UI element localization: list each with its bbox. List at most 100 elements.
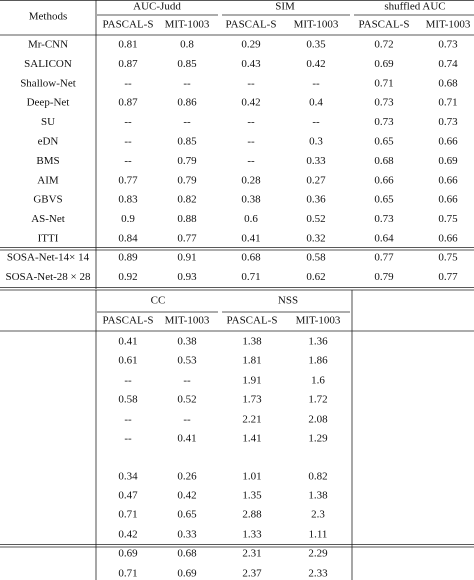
cell: 0.52	[177, 394, 196, 406]
sub-header: PASCAL-S	[226, 19, 277, 31]
cell: 1.33	[242, 529, 262, 541]
group-header: shuffled AUC	[384, 1, 445, 13]
cell: 0.84	[118, 233, 138, 245]
cell: 1.73	[242, 394, 262, 406]
cell: --	[124, 375, 132, 387]
cell: 0.27	[306, 174, 326, 186]
sub-header: PASCAL-S	[227, 315, 278, 327]
cell: 1.01	[242, 471, 261, 483]
sub-header: PASCAL-S	[103, 315, 154, 327]
method-name: eDN	[38, 136, 59, 148]
sub-header: PASCAL-S	[359, 19, 410, 31]
cell: 0.68	[241, 252, 261, 264]
cell: --	[124, 77, 132, 89]
cell: 0.34	[118, 471, 138, 483]
cell: 0.66	[374, 174, 394, 186]
cell: 0.58	[306, 252, 326, 264]
method-name: SU	[41, 116, 55, 128]
cell: 0.77	[118, 174, 138, 186]
cell: 0.75	[438, 213, 458, 225]
cell: 0.79	[374, 271, 394, 283]
cell: 0.85	[177, 58, 197, 70]
group-header: SIM	[275, 1, 295, 13]
cell: 0.79	[177, 155, 197, 167]
cell: 1.41	[242, 433, 261, 445]
cell: 0.74	[438, 58, 458, 70]
cell: 2.88	[242, 509, 262, 521]
cell: 0.53	[177, 355, 197, 367]
cell: 0.69	[374, 58, 394, 70]
cell: 2.3	[311, 509, 325, 521]
cell: 0.89	[118, 252, 138, 264]
cell: 0.28	[241, 174, 261, 186]
cell: 0.73	[374, 97, 394, 109]
cell: 0.33	[177, 529, 197, 541]
cell: 0.9	[121, 213, 135, 225]
cell: 2.31	[242, 548, 261, 560]
cell: 0.71	[438, 97, 457, 109]
cell: 0.3	[309, 136, 323, 148]
group-header: CC	[151, 295, 166, 307]
cell: 0.71	[118, 568, 137, 580]
cell: 0.65	[374, 136, 394, 148]
cell: 1.29	[308, 433, 328, 445]
cell: 1.86	[308, 355, 328, 367]
cell: 0.73	[438, 39, 458, 51]
sub-header: MIT-1003	[426, 19, 471, 31]
method-name: SALICON	[24, 58, 72, 70]
cell: 0.42	[241, 97, 260, 109]
cell: --	[247, 155, 255, 167]
method-name: AIM	[37, 174, 59, 186]
cell: --	[183, 116, 191, 128]
cell: --	[124, 155, 132, 167]
cell: --	[247, 116, 255, 128]
cell: 0.85	[177, 136, 197, 148]
cell: 0.66	[438, 174, 458, 186]
cell: 0.66	[438, 194, 458, 206]
sub-header: MIT-1003	[294, 19, 339, 31]
cell: 0.75	[438, 252, 458, 264]
cell: 0.41	[241, 233, 260, 245]
cell: 0.69	[118, 548, 138, 560]
cell: --	[124, 414, 132, 426]
cell: 0.73	[374, 213, 394, 225]
cell: 0.64	[374, 233, 394, 245]
cell: 0.73	[438, 116, 458, 128]
cell: --	[183, 77, 191, 89]
sub-header: MIT-1003	[165, 19, 210, 31]
cell: 0.79	[177, 174, 197, 186]
cell: --	[312, 116, 320, 128]
cell: --	[247, 77, 255, 89]
cell: 0.81	[118, 39, 137, 51]
cell: 1.38	[242, 336, 262, 348]
cell: --	[183, 414, 191, 426]
cell: 0.4	[309, 97, 323, 109]
cell: 0.32	[306, 233, 325, 245]
cell: 2.33	[308, 568, 328, 580]
cell: 0.71	[118, 509, 137, 521]
cell: 0.71	[374, 77, 393, 89]
cell: --	[124, 433, 132, 445]
cell: 0.82	[308, 471, 327, 483]
cell: 0.41	[177, 433, 196, 445]
sub-header: PASCAL-S	[103, 19, 154, 31]
cell: 0.66	[438, 136, 458, 148]
method-name: GBVS	[33, 194, 62, 206]
cell: 2.37	[242, 568, 262, 580]
cell: 1.72	[308, 394, 327, 406]
cell: 0.35	[306, 39, 326, 51]
cell: 0.36	[306, 194, 326, 206]
cell: 0.86	[177, 97, 197, 109]
methods-header: Methods	[29, 11, 68, 23]
cell: 0.65	[374, 194, 394, 206]
sub-header: MIT-1003	[296, 315, 341, 327]
cell: 2.21	[242, 414, 261, 426]
cell: 1.38	[308, 490, 328, 502]
cell: 0.43	[241, 58, 261, 70]
cell: 0.92	[118, 271, 137, 283]
cell: 0.65	[177, 509, 197, 521]
cell: --	[312, 77, 320, 89]
cell: 1.91	[242, 375, 261, 387]
cell: 1.11	[309, 529, 328, 541]
